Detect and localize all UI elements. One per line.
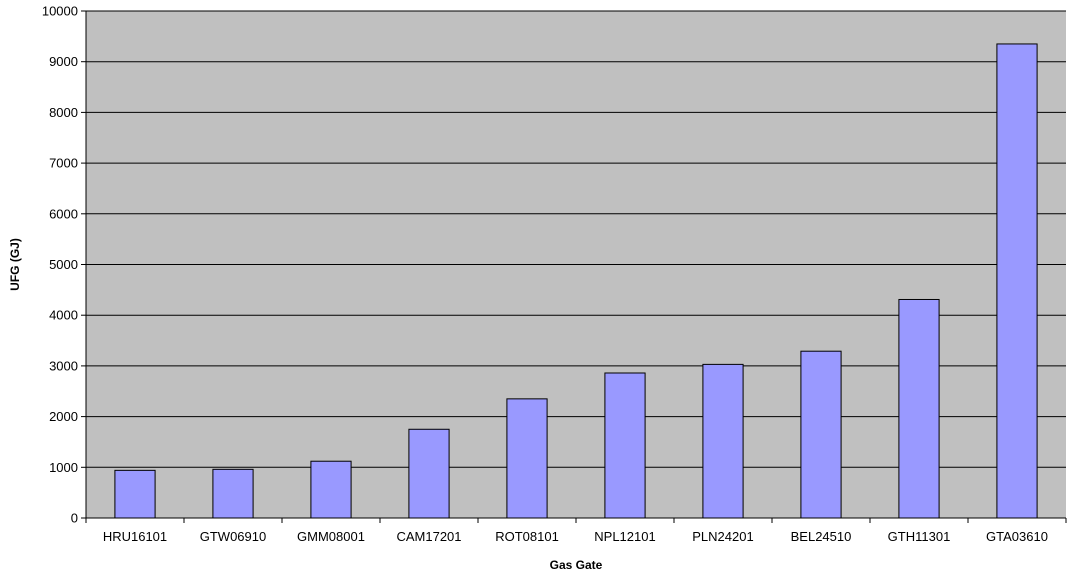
- x-tick-label: CAM17201: [396, 529, 461, 544]
- x-tick-label: NPL12101: [594, 529, 655, 544]
- bar-pln24201: [702, 363, 744, 519]
- y-tick-label: 6000: [49, 206, 78, 221]
- y-tick-label: 10000: [42, 4, 78, 19]
- bars: [114, 43, 1038, 519]
- y-tick-label: 9000: [49, 54, 78, 69]
- bar-gta03610: [996, 43, 1038, 519]
- x-tick-label: HRU16101: [103, 529, 167, 544]
- y-tick-label: 4000: [49, 308, 78, 323]
- bar-gth11301: [898, 298, 940, 519]
- y-axis-title: UFG (GJ): [8, 238, 22, 291]
- x-tick-label: ROT08101: [495, 529, 559, 544]
- x-tick-label: GMM08001: [297, 529, 365, 544]
- y-tick-label: 5000: [49, 257, 78, 272]
- y-tick-label: 2000: [49, 409, 78, 424]
- bar-hru16101: [114, 469, 156, 519]
- x-tick-label: GTH11301: [888, 529, 951, 544]
- y-axis: 0 1000 2000 3000 4000 5000 6000 7000 8000 9000 100…: [42, 4, 87, 526]
- bar-rot08101: [506, 398, 548, 519]
- x-tick-label: GTA03610: [986, 529, 1048, 544]
- x-axis: HRU16101 GTW06910 GMM08001 CAM17201 ROT08101…: [85, 517, 1067, 544]
- x-tick-label: BEL24510: [791, 529, 852, 544]
- bar-gtw06910: [212, 468, 254, 519]
- y-tick-label: 7000: [49, 156, 78, 171]
- gridlines: [86, 10, 1066, 468]
- y-tick-label: 0: [71, 511, 78, 526]
- y-tick-label: 3000: [49, 358, 78, 373]
- bar-gmm08001: [310, 460, 352, 519]
- y-tick-label: 8000: [49, 105, 78, 120]
- y-tick-label: 1000: [49, 460, 78, 475]
- bar-bel24510: [800, 350, 842, 519]
- bar-cam17201: [408, 428, 450, 519]
- bar-npl12101: [604, 372, 646, 519]
- x-axis-title: Gas Gate: [550, 558, 603, 572]
- x-tick-label: PLN24201: [692, 529, 753, 544]
- x-tick-label: GTW06910: [200, 529, 266, 544]
